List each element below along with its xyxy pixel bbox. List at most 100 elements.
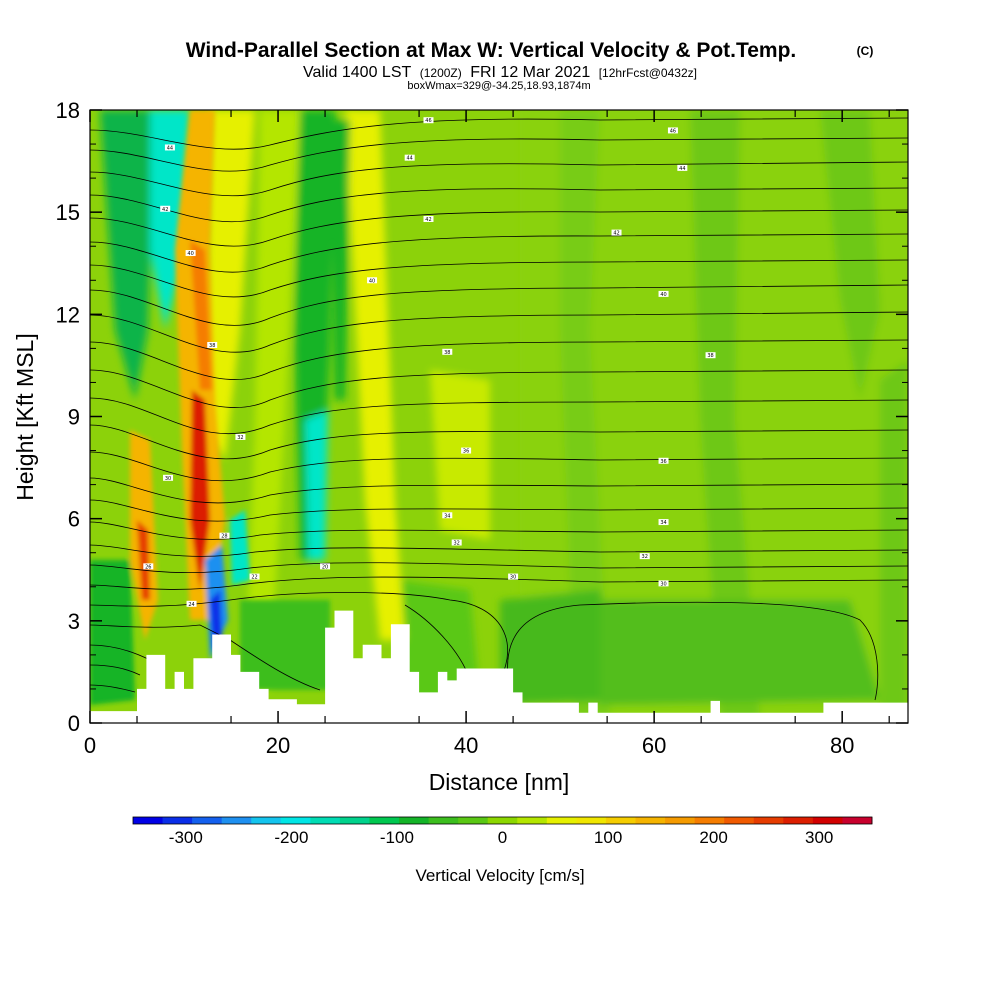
theta-label-bg	[611, 229, 622, 236]
theta-contour	[90, 209, 908, 247]
theta-contour	[90, 161, 908, 197]
theta-label-bg	[508, 573, 519, 580]
colorbar-swatch	[546, 817, 577, 824]
theta-label-bg	[658, 457, 669, 464]
theta-contour	[90, 521, 908, 540]
theta-label-bg	[677, 164, 688, 171]
colorbar-frame	[132, 816, 873, 825]
colorbar-swatch	[310, 817, 341, 824]
field-green-left	[100, 110, 155, 400]
theta-contour	[90, 284, 908, 326]
colorbar-swatch	[812, 817, 843, 824]
theta-label-bg	[207, 341, 218, 348]
theta-label: 40	[660, 292, 666, 298]
x-tick-label: 20	[266, 733, 290, 758]
colorbar-swatch	[369, 817, 400, 824]
title-text: Wind-Parallel Section at Max W: Vertical…	[186, 39, 797, 62]
theta-contour	[90, 624, 321, 691]
theta-contour	[90, 592, 509, 681]
theta-contour	[90, 233, 908, 273]
x-tick-label: 80	[830, 733, 854, 758]
colorbar-title: Vertical Velocity [cm/s]	[415, 866, 584, 885]
x-axis-title: Distance [nm]	[429, 769, 570, 795]
colorbar-swatch	[133, 817, 163, 824]
subtitle-valid: Valid 1400 LST	[303, 64, 411, 81]
plot-area: 44 42 40 38 32 30 28 26 24 22 20 46 44 42 40 38 36 34 32 30…	[90, 110, 908, 723]
colorbar-swatch	[665, 817, 696, 824]
field-yellow-mid	[345, 110, 405, 640]
theta-contour	[507, 601, 879, 701]
theta-contours	[90, 117, 908, 701]
theta-label: 34	[660, 520, 666, 526]
y-tick-label: 6	[68, 507, 80, 532]
colorbar-swatch	[605, 817, 636, 824]
subtitle-date: FRI 12 Mar 2021	[470, 64, 590, 81]
theta-label-bg	[667, 127, 678, 134]
y-tick-label: 9	[68, 405, 80, 430]
theta-label: 30	[165, 476, 171, 482]
theta-contour	[90, 576, 908, 590]
colorbar-swatch	[487, 817, 518, 824]
colorbar-swatch	[162, 817, 193, 824]
y-tick-label: 12	[56, 302, 80, 327]
theta-label-bg	[235, 433, 246, 440]
theta-label: 30	[510, 575, 516, 581]
field-low-b	[600, 600, 880, 705]
theta-label: 40	[187, 251, 193, 257]
colorbar-swatch	[339, 817, 370, 824]
theta-label-bg	[423, 215, 434, 222]
field-yellow-patch	[430, 370, 490, 540]
field-green-lowleft	[90, 560, 135, 705]
theta-contour	[90, 339, 908, 381]
colorbar-tick-label: 100	[594, 828, 622, 847]
theta-contour	[90, 424, 908, 460]
theta-label: 22	[251, 575, 257, 581]
field-yellow-upper	[205, 110, 255, 460]
theta-labels: 44 42 40 38 32 30 28 26 24 22 20 46 44 42 40 38 36 34 32 30…	[143, 117, 716, 608]
theta-contour	[90, 562, 908, 574]
colorbar-swatch	[576, 817, 607, 824]
y-axis-title: Height [Kft MSL]	[12, 333, 38, 500]
colorbar-swatch	[783, 817, 814, 824]
theta-label: 34	[444, 513, 450, 519]
theta-label-bg	[639, 553, 650, 560]
colorbar-tick-label: -300	[169, 828, 203, 847]
theta-contour	[90, 451, 908, 482]
theta-contour	[90, 117, 908, 150]
chart-title: Wind-Parallel Section at Max W: Vertical…	[186, 39, 874, 62]
colorbar-tick-label: 300	[805, 828, 833, 847]
y-tick-label: 18	[56, 98, 80, 123]
theta-label: 24	[188, 602, 194, 608]
field-band-b	[690, 110, 760, 720]
theta-label: 44	[679, 166, 685, 172]
theta-label: 38	[707, 353, 713, 359]
theta-label: 42	[162, 207, 168, 213]
theta-label: 30	[660, 581, 666, 587]
x-tick-label: 60	[642, 733, 666, 758]
colorbar-swatch	[753, 817, 784, 824]
colorbar-swatch	[280, 817, 311, 824]
theta-contour	[90, 499, 908, 522]
colorbar-tick-label: -200	[274, 828, 308, 847]
colorbar-swatch	[694, 817, 725, 824]
theta-label-bg	[186, 600, 197, 607]
theta-contour	[90, 644, 151, 661]
box-max-info: boxWmax=329@-34.25,18.93,1874m	[407, 80, 590, 92]
theta-label-bg	[164, 144, 175, 151]
theta-label: 40	[369, 278, 375, 284]
field-green-mid2	[330, 120, 350, 400]
theta-contour	[90, 369, 908, 409]
colorbar-swatch	[458, 817, 489, 824]
y-tick-label: 15	[56, 200, 80, 225]
x-tick-label: 40	[454, 733, 478, 758]
y-tick-label: 0	[68, 711, 80, 736]
theta-label-bg	[423, 117, 434, 124]
field-band-c	[820, 110, 880, 400]
subtitle-forecast: [12hrFcst@0432z]	[599, 66, 697, 80]
theta-label: 26	[145, 564, 151, 570]
theta-contour	[90, 259, 908, 298]
theta-label: 42	[425, 217, 431, 223]
colorbar-swatch	[428, 817, 459, 824]
field-cyan-mid	[305, 410, 328, 560]
